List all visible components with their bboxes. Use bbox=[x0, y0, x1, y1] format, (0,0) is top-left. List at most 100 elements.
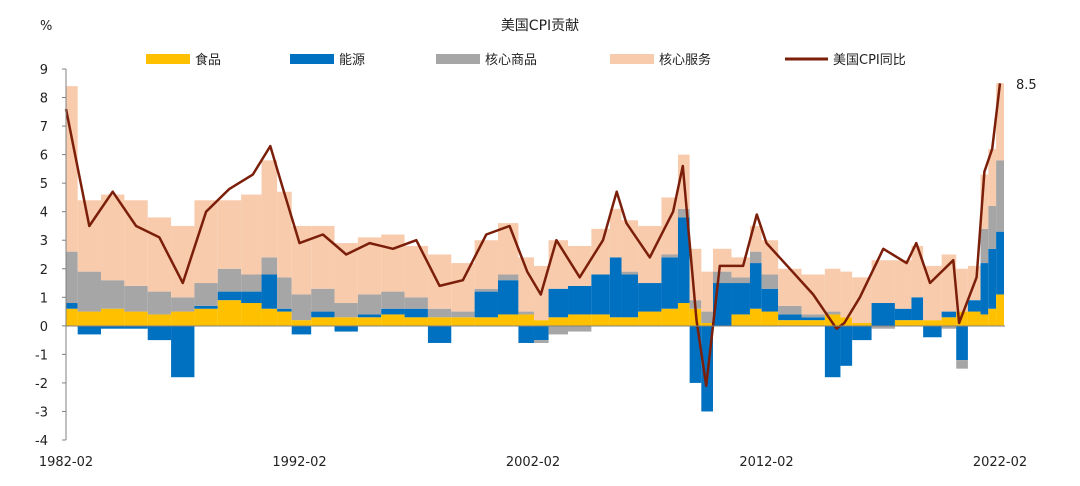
bar-segment-energy bbox=[609, 257, 622, 318]
bar-segment-food bbox=[217, 300, 242, 326]
bar-segment-food bbox=[911, 320, 924, 326]
bar-segment-food bbox=[749, 308, 762, 326]
bar-segment-core-goods bbox=[568, 325, 592, 332]
bar-segment-core-services bbox=[638, 225, 662, 284]
bar-segment-energy bbox=[871, 303, 895, 326]
bar-segment-core-services bbox=[712, 248, 732, 272]
bar-segment-core-services bbox=[261, 160, 278, 258]
bar-segment-core-goods bbox=[427, 308, 452, 318]
bar-segment-energy bbox=[749, 263, 762, 309]
bar-segment-energy bbox=[77, 325, 102, 335]
bar-segment-energy bbox=[124, 325, 148, 329]
bar-segment-core-services bbox=[609, 208, 622, 258]
bar-segment-core-goods bbox=[980, 228, 989, 264]
bar-segment-energy bbox=[778, 314, 802, 321]
bar-segment-food bbox=[474, 317, 498, 326]
bar-segment-food bbox=[996, 294, 1004, 326]
bar-segment-energy bbox=[241, 291, 262, 304]
bar-segment-food bbox=[548, 317, 569, 326]
bar-segment-core-services bbox=[77, 200, 102, 272]
bar-segment-energy bbox=[427, 325, 452, 343]
bar-segment-food bbox=[761, 311, 779, 326]
bar-segment-core-goods bbox=[171, 297, 195, 312]
bar-segment-core-goods bbox=[518, 311, 534, 315]
bar-segment-energy bbox=[661, 257, 678, 309]
bar-segment-food bbox=[609, 317, 622, 326]
bar-segment-core-services bbox=[474, 240, 498, 289]
cpi-yoy-line bbox=[64, 83, 1002, 388]
bar-segment-energy bbox=[101, 325, 125, 329]
bar-segment-energy bbox=[621, 274, 639, 318]
bar-segment-food bbox=[277, 311, 292, 326]
bar-segment-energy bbox=[840, 325, 853, 366]
bar-segment-core-goods bbox=[941, 325, 957, 329]
bar-segment-core-services bbox=[749, 225, 762, 252]
legend-label-food: 食品 bbox=[195, 52, 221, 68]
bar-segment-energy bbox=[548, 288, 569, 318]
bar-segment-core-goods bbox=[66, 251, 78, 304]
bar-segment-core-goods bbox=[311, 288, 335, 312]
bar-segment-core-services bbox=[217, 200, 242, 269]
bar-segment-energy bbox=[497, 280, 519, 315]
bar-segment-core-goods bbox=[988, 205, 997, 249]
x-tick-label: 1982-02 bbox=[39, 455, 93, 470]
bar-segment-core-goods bbox=[701, 311, 713, 323]
bar-segment-core-goods bbox=[147, 291, 172, 315]
legend-label-core-services: 核心服务 bbox=[659, 52, 711, 68]
bar-segment-energy bbox=[311, 311, 335, 318]
bar-segment-core-services bbox=[427, 254, 452, 309]
bar-segment-food bbox=[357, 317, 382, 326]
bar-segment-energy bbox=[147, 325, 172, 341]
bar-segment-energy bbox=[518, 325, 534, 343]
bar-segment-core-services bbox=[277, 191, 292, 278]
bar-segment-energy bbox=[217, 291, 242, 301]
bar-segment-energy bbox=[194, 305, 218, 309]
bar-segment-food bbox=[988, 308, 997, 326]
bar-segment-core-services bbox=[894, 260, 912, 309]
y-axis-unit-label: % bbox=[40, 19, 52, 34]
y-tick-label: -3 bbox=[35, 405, 48, 420]
bar-segment-core-goods bbox=[778, 305, 802, 315]
bar-segment-food bbox=[334, 317, 358, 326]
bar-segment-food bbox=[801, 320, 825, 326]
bar-segment-core-services bbox=[871, 260, 895, 304]
bar-segment-core-services bbox=[451, 263, 475, 312]
bar-segment-food bbox=[824, 314, 841, 326]
bar-segment-energy bbox=[261, 274, 278, 309]
bar-segment-food bbox=[677, 303, 690, 326]
bar-segment-food bbox=[967, 311, 981, 326]
bar-segment-energy bbox=[404, 308, 428, 318]
bar-segment-core-services bbox=[761, 240, 779, 275]
bar-segment-food bbox=[638, 311, 662, 326]
bar-segment-core-goods bbox=[497, 274, 519, 281]
y-tick-label: -4 bbox=[35, 434, 48, 449]
bar-segment-core-services bbox=[852, 277, 872, 323]
bar-segment-core-services bbox=[980, 174, 989, 229]
bar-segment-food bbox=[980, 314, 989, 326]
bar-segment-core-goods bbox=[474, 288, 498, 292]
y-tick-label: -2 bbox=[35, 377, 48, 392]
bar-segment-core-goods bbox=[677, 208, 690, 218]
bar-segment-energy bbox=[171, 325, 195, 378]
y-tick-label: 1 bbox=[40, 291, 48, 306]
bar-segment-core-goods bbox=[77, 271, 102, 312]
bar-segment-core-services bbox=[171, 225, 195, 298]
bar-segment-core-goods bbox=[661, 254, 678, 258]
bar-segment-core-goods bbox=[749, 251, 762, 264]
chart-title: 美国CPI贡献 bbox=[501, 18, 579, 34]
bar-segment-core-goods bbox=[731, 277, 750, 284]
bar-segment-core-services bbox=[334, 243, 358, 304]
bar-segment-core-services bbox=[778, 268, 802, 306]
bar-segment-core-goods bbox=[761, 274, 779, 289]
bar-segment-core-goods bbox=[404, 297, 428, 309]
bar-segment-food bbox=[124, 311, 148, 326]
bar-segment-core-services bbox=[518, 257, 534, 312]
bar-segment-food bbox=[261, 308, 278, 326]
bar-segment-food bbox=[568, 314, 592, 326]
y-tick-label: 6 bbox=[40, 149, 48, 164]
bar-segment-core-services bbox=[996, 83, 1004, 161]
legend-swatch-food bbox=[146, 54, 190, 64]
bar-segment-energy bbox=[911, 297, 924, 321]
bar-segment-energy bbox=[967, 300, 981, 312]
